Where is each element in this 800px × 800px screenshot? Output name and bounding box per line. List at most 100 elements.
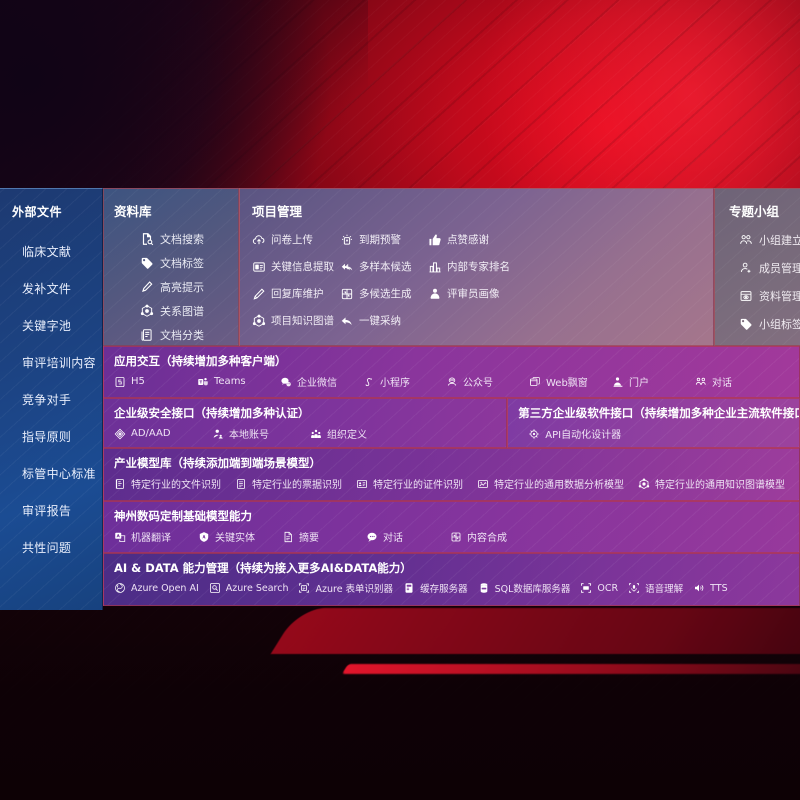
graph-network-icon <box>638 478 650 490</box>
kb-item-document-category[interactable]: 文档分类 <box>140 323 232 345</box>
dcits-item-summary[interactable]: 摘要 <box>282 529 366 544</box>
dcits-item-dialog[interactable]: 对话 <box>366 529 450 544</box>
sidebar-item-keyword-pool[interactable]: 关键字池 <box>22 319 72 333</box>
translate-icon <box>114 531 126 543</box>
kb-item-highlight[interactable]: 高亮提示 <box>140 275 232 299</box>
security-item-local-account[interactable]: 本地账号 <box>212 426 310 441</box>
pm-label: 评审员画像 <box>447 288 500 300</box>
kb-item-document-search[interactable]: 文档搜索 <box>140 227 232 251</box>
app-label: 对话 <box>712 378 732 389</box>
band-enterprise-security: 企业级安全接口（持续增加多种认证） AD/AAD 本地账号 <box>103 398 508 448</box>
pm-item-reply-library-maintenance[interactable]: 回复库维护 <box>252 282 340 305</box>
sidebar-item-competitors[interactable]: 竞争对手 <box>22 393 72 407</box>
ai-item-tts[interactable]: TTS <box>693 582 728 594</box>
sidebar-item-guidelines[interactable]: 指导原则 <box>22 430 72 444</box>
people-group-icon <box>739 233 753 247</box>
reply-arrow-icon <box>340 314 354 328</box>
pm-label: 问卷上传 <box>271 234 313 246</box>
pm-item-reviewer-portrait[interactable]: 评审员画像 <box>428 282 705 305</box>
app-item-dialog[interactable]: 对话 <box>695 374 778 389</box>
dcits-label: 摘要 <box>299 533 319 544</box>
panel-project-management: 项目管理 问卷上传 到期预警 点赞感谢 <box>239 188 714 346</box>
third-party-item-api-designer[interactable]: API自动化设计器 <box>528 426 621 441</box>
security-label: 组织定义 <box>327 430 367 441</box>
pm-item-key-info-extract[interactable]: 关键信息提取 <box>252 255 340 278</box>
pm-item-due-alert[interactable]: 到期预警 <box>340 228 428 251</box>
dcits-item-machine-translation[interactable]: 机器翻译 <box>114 529 198 544</box>
pm-item-like-thanks[interactable]: 点赞感谢 <box>428 228 705 251</box>
app-item-teams[interactable]: Teams <box>197 376 280 388</box>
ai-label: SQL数据库服务器 <box>494 584 571 595</box>
group-item-group-tag[interactable]: 小组标签 <box>739 312 800 335</box>
ai-item-ocr[interactable]: OCR <box>580 582 618 594</box>
archive-box-icon <box>739 289 753 303</box>
app-item-h5[interactable]: H5 <box>114 376 197 388</box>
dcits-label: 关键实体 <box>215 533 255 544</box>
pm-item-one-click-adopt[interactable]: 一键采纳 <box>340 309 428 332</box>
industry-item-id-recognition[interactable]: 特定行业的证件识别 <box>356 476 463 491</box>
group-item-member-management[interactable]: 成员管理 <box>739 256 800 279</box>
ai-item-azure-form-recognizer[interactable]: Azure 表单识别器 <box>298 581 393 595</box>
pm-label: 回复库维护 <box>271 288 324 300</box>
group-item-create-group[interactable]: 小组建立 <box>739 228 800 251</box>
app-item-wechat-work[interactable]: 企业微信 <box>280 374 363 389</box>
sidebar-item-standards-center[interactable]: 标管中心标准 <box>22 467 96 481</box>
sidebar-item-review-training[interactable]: 审评培训内容 <box>22 356 96 370</box>
kb-item-document-tag[interactable]: 文档标签 <box>140 251 232 275</box>
pm-item-multi-sample-candidate[interactable]: 多样本候选 <box>340 255 428 278</box>
app-label: 公众号 <box>463 378 493 389</box>
ai-item-sql-database-server[interactable]: SQL数据库服务器 <box>478 581 571 595</box>
ai-item-azure-search[interactable]: Azure Search <box>209 582 289 594</box>
graph-network-icon <box>140 304 154 318</box>
ai-label: Azure Search <box>225 582 289 594</box>
industry-item-knowledge-graph-model[interactable]: 特定行业的通用知识图谱模型 <box>638 476 785 491</box>
dcits-item-content-synthesis[interactable]: 内容合成 <box>450 529 534 544</box>
sidebar-item-review-report[interactable]: 审评报告 <box>22 504 72 518</box>
data-analysis-icon <box>477 478 489 490</box>
extract-frame-icon <box>252 260 266 274</box>
pm-item-multi-candidate-generate[interactable]: 多候选生成 <box>340 282 428 305</box>
industry-item-data-analysis-model[interactable]: 特定行业的通用数据分析模型 <box>477 476 624 491</box>
dcits-item-key-entity[interactable]: 关键实体 <box>198 529 282 544</box>
dialog-people-icon <box>695 376 707 388</box>
app-interaction-items: H5 Teams 企业微信 小程序 <box>114 374 799 389</box>
group-item-material-management[interactable]: 资料管理 <box>739 284 800 307</box>
industry-label: 特定行业的通用知识图谱模型 <box>655 480 785 491</box>
official-account-icon <box>446 376 458 388</box>
security-item-ad-aad[interactable]: AD/AAD <box>114 428 212 440</box>
sidebar-item-common-issues[interactable]: 共性问题 <box>22 541 72 555</box>
interface-bands-row: 企业级安全接口（持续增加多种认证） AD/AAD 本地账号 <box>103 398 800 448</box>
tts-speaker-icon <box>693 582 705 594</box>
portal-person-icon <box>612 376 624 388</box>
security-item-org-definition[interactable]: 组织定义 <box>310 426 408 441</box>
app-item-mini-program[interactable]: 小程序 <box>363 374 446 389</box>
pm-label: 一键采纳 <box>359 315 401 327</box>
app-item-official-account[interactable]: 公众号 <box>446 374 529 389</box>
top-panels-row: 资料库 文档搜索 文档标签 高亮提示 <box>103 188 800 346</box>
kb-label: 文档分类 <box>160 329 204 342</box>
wechat-work-icon <box>280 376 292 388</box>
lower-section: 应用交互（持续增加多种客户端） H5 Teams 企业微信 <box>103 346 800 624</box>
app-label: 企业微信 <box>297 378 337 389</box>
app-item-portal[interactable]: 门户 <box>612 374 695 389</box>
kb-item-relation-graph[interactable]: 关系图谱 <box>140 299 232 323</box>
sidebar-item-supplement-files[interactable]: 发补文件 <box>22 282 72 296</box>
app-item-web-float-window[interactable]: Web飘窗 <box>529 374 612 389</box>
industry-item-file-recognition[interactable]: 特定行业的文件识别 <box>114 476 221 491</box>
ai-item-speech-understanding[interactable]: 语音理解 <box>628 581 683 595</box>
sidebar-item-clinical-literature[interactable]: 临床文献 <box>22 245 72 259</box>
dcits-items: 机器翻译 关键实体 摘要 对话 <box>114 529 799 544</box>
sql-database-icon <box>478 582 490 594</box>
pm-item-questionnaire-upload[interactable]: 问卷上传 <box>252 228 340 251</box>
project-management-items: 问卷上传 到期预警 点赞感谢 关键信息提取 <box>252 228 705 332</box>
industry-item-receipt-recognition[interactable]: 特定行业的票据识别 <box>235 476 342 491</box>
group-label: 小组标签 <box>759 317 800 331</box>
band-app-interaction: 应用交互（持续增加多种客户端） H5 Teams 企业微信 <box>103 346 800 398</box>
ai-item-cache-server[interactable]: 缓存服务器 <box>403 581 468 595</box>
project-management-title: 项目管理 <box>252 204 303 219</box>
ai-item-azure-open-ai[interactable]: Azure Open AI <box>114 582 199 594</box>
ai-data-items: Azure Open AI Azure Search Azure 表单识别器 <box>114 581 799 595</box>
pm-item-internal-expert-ranking[interactable]: 内部专家排名 <box>428 255 705 278</box>
pm-item-project-knowledge-graph[interactable]: 项目知识图谱 <box>252 309 340 332</box>
ai-data-title: AI & DATA 能力管理（持续为接入更多AI&DATA能力） <box>114 561 412 575</box>
